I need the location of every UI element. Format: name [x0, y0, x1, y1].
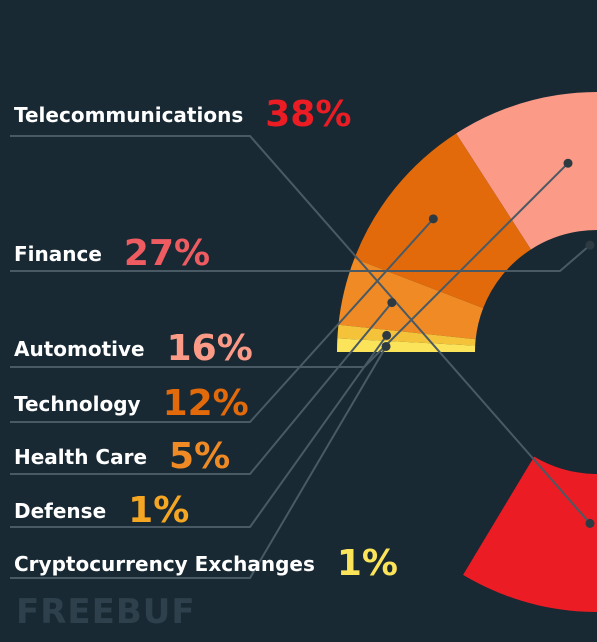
leader-line: [10, 334, 388, 528]
leader-dot: [585, 518, 595, 528]
category-label: Telecommunications: [14, 103, 243, 127]
category-labels: Telecommunications 38% Finance 27% Automotiv…: [14, 94, 398, 584]
leader-dot: [382, 330, 392, 340]
leader-dot: [387, 298, 397, 308]
leader-line: [10, 218, 435, 423]
leader-lines: [10, 135, 595, 579]
slice-automotive: [456, 92, 597, 250]
donut-slices: [337, 92, 597, 612]
category-label: Defense: [14, 499, 106, 523]
leader-line: [10, 301, 393, 475]
category-label: Finance: [14, 242, 102, 266]
slice-defense: [337, 324, 476, 346]
slice-telecommunications: [463, 456, 597, 612]
value-label: 12%: [163, 383, 249, 424]
value-label: 1%: [128, 490, 189, 531]
slice-cryptocurrency-exchanges: [337, 338, 476, 352]
value-label: 38%: [265, 94, 351, 135]
slice-technology: [354, 133, 531, 309]
category-label: Technology: [14, 392, 141, 416]
value-label: 1%: [337, 543, 398, 584]
value-label: 5%: [169, 436, 230, 477]
leader-dot: [563, 158, 573, 168]
leader-line: [10, 244, 591, 272]
category-label: Health Care: [14, 445, 147, 469]
leader-line: [10, 345, 387, 579]
leader-dot: [428, 214, 438, 224]
value-label: 27%: [124, 233, 210, 274]
watermark-logo: FREEBUF: [16, 592, 196, 632]
leader-dot: [585, 240, 595, 250]
category-label: Cryptocurrency Exchanges: [14, 552, 315, 576]
leader-dot: [381, 341, 391, 351]
category-label: Automotive: [14, 337, 145, 361]
leader-line: [10, 135, 591, 525]
value-label: 16%: [167, 328, 253, 369]
